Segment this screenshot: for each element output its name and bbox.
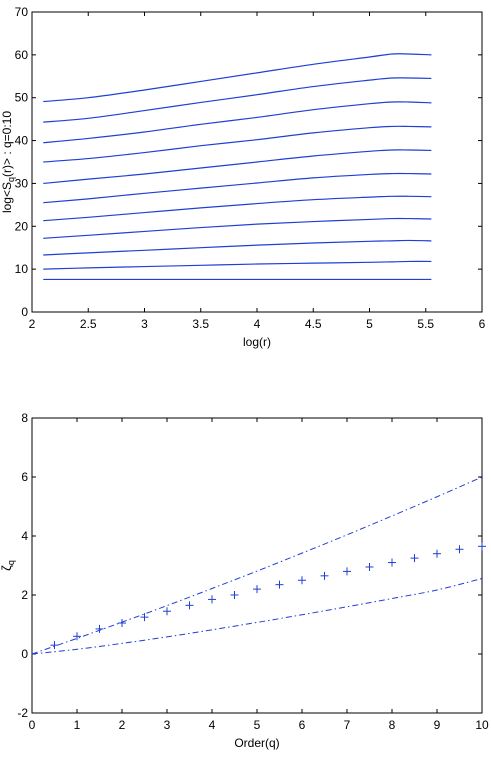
scatter-points bbox=[50, 542, 486, 650]
x-axis-label: log(r) bbox=[243, 335, 271, 349]
data-point bbox=[410, 554, 419, 563]
x-axis-ticks: 0 1 2 3 4 5 6 7 8 9 10 bbox=[29, 418, 489, 732]
x-tick-label: 7 bbox=[344, 718, 351, 732]
data-point bbox=[343, 567, 351, 576]
data-point bbox=[275, 580, 284, 589]
y-axis-ticks: 0 10 20 30 40 50 60 70 bbox=[15, 5, 482, 319]
x-tick-label: 0 bbox=[29, 718, 36, 732]
data-point bbox=[95, 624, 104, 633]
series-lines bbox=[43, 53, 432, 281]
x-tick-label: 5.5 bbox=[417, 317, 434, 331]
y-tick-label: 2 bbox=[21, 588, 28, 602]
y-tick-label: 4 bbox=[21, 529, 28, 543]
data-point bbox=[185, 601, 194, 610]
data-point bbox=[118, 619, 126, 628]
x-tick-label: 9 bbox=[434, 718, 441, 732]
x-tick-label: 4 bbox=[254, 317, 261, 331]
y-axis-label-rest: (r)> : q=0:10 bbox=[0, 111, 14, 177]
y-tick-label: 10 bbox=[15, 262, 29, 276]
data-point bbox=[365, 562, 374, 571]
y-tick-label: 6 bbox=[21, 470, 28, 484]
data-point bbox=[208, 595, 216, 604]
data-point bbox=[50, 641, 59, 650]
series-line-q5 bbox=[43, 172, 432, 204]
y-tick-label: 70 bbox=[15, 5, 29, 19]
y-axis-ticks: -2 0 2 4 6 8 bbox=[17, 411, 482, 720]
x-axis-ticks: 2 2.5 3 3.5 4 4.5 5 5.5 6 bbox=[29, 12, 486, 331]
series-line-q10 bbox=[43, 53, 432, 103]
x-tick-label: 2 bbox=[29, 317, 36, 331]
x-axis-label: Order(q) bbox=[234, 736, 279, 750]
x-tick-label: 10 bbox=[475, 718, 489, 732]
x-tick-label: 3.5 bbox=[192, 317, 209, 331]
y-tick-label: 0 bbox=[21, 647, 28, 661]
series-line-q7 bbox=[43, 125, 432, 163]
series-line-q6 bbox=[43, 149, 432, 185]
x-tick-label: 1 bbox=[74, 718, 81, 732]
reference-line-0 bbox=[31, 476, 483, 655]
x-tick-label: 5 bbox=[254, 718, 261, 732]
y-axis-label: ζq bbox=[0, 560, 16, 571]
structure-function-chart: 2 2.5 3 3.5 4 4.5 5 5.5 6 0 10 20 30 40 50 60 70 log(r)… bbox=[0, 5, 486, 349]
data-point bbox=[433, 549, 441, 558]
y-tick-label: 8 bbox=[21, 411, 28, 425]
x-tick-label: 5 bbox=[366, 317, 373, 331]
y-axis-label-subscript: q bbox=[6, 560, 16, 565]
y-tick-label: 40 bbox=[15, 134, 29, 148]
data-point bbox=[455, 545, 464, 554]
x-tick-label: 3 bbox=[164, 718, 171, 732]
x-tick-label: 2 bbox=[119, 718, 126, 732]
series-line-q1 bbox=[43, 260, 432, 270]
x-tick-label: 8 bbox=[389, 718, 396, 732]
x-tick-label: 3 bbox=[141, 317, 148, 331]
data-point bbox=[163, 607, 171, 616]
series-line-q3 bbox=[43, 217, 432, 239]
reference-lines bbox=[31, 476, 483, 655]
plot-frame bbox=[31, 417, 483, 714]
x-tick-label: 2.5 bbox=[80, 317, 97, 331]
x-tick-label: 4 bbox=[209, 718, 216, 732]
data-point bbox=[478, 542, 486, 551]
reference-line-1 bbox=[31, 577, 483, 655]
y-axis-label-subscript: q bbox=[6, 177, 16, 182]
series-line-q8 bbox=[43, 101, 432, 144]
data-point bbox=[388, 558, 396, 567]
y-tick-label: -2 bbox=[17, 706, 28, 720]
y-tick-label: 60 bbox=[15, 48, 29, 62]
y-tick-label: 0 bbox=[21, 305, 28, 319]
data-point bbox=[230, 591, 239, 599]
y-tick-label: 20 bbox=[15, 219, 29, 233]
x-tick-label: 4.5 bbox=[305, 317, 322, 331]
y-tick-label: 50 bbox=[15, 91, 29, 105]
series-line-q9 bbox=[43, 77, 432, 123]
y-axis-label: log<Sq(r)> : q=0:10 bbox=[0, 111, 16, 213]
series-line-q2 bbox=[43, 239, 432, 256]
x-tick-label: 6 bbox=[479, 317, 486, 331]
y-tick-label: 30 bbox=[15, 176, 29, 190]
data-point bbox=[73, 632, 81, 641]
data-point bbox=[253, 585, 261, 594]
y-axis-label-main: ζ bbox=[0, 565, 14, 571]
data-point bbox=[140, 613, 149, 622]
y-axis-label-main: log<S bbox=[0, 182, 14, 213]
data-point bbox=[320, 571, 329, 580]
data-point bbox=[298, 576, 306, 585]
x-tick-label: 6 bbox=[299, 718, 306, 732]
series-line-q4 bbox=[43, 195, 432, 222]
